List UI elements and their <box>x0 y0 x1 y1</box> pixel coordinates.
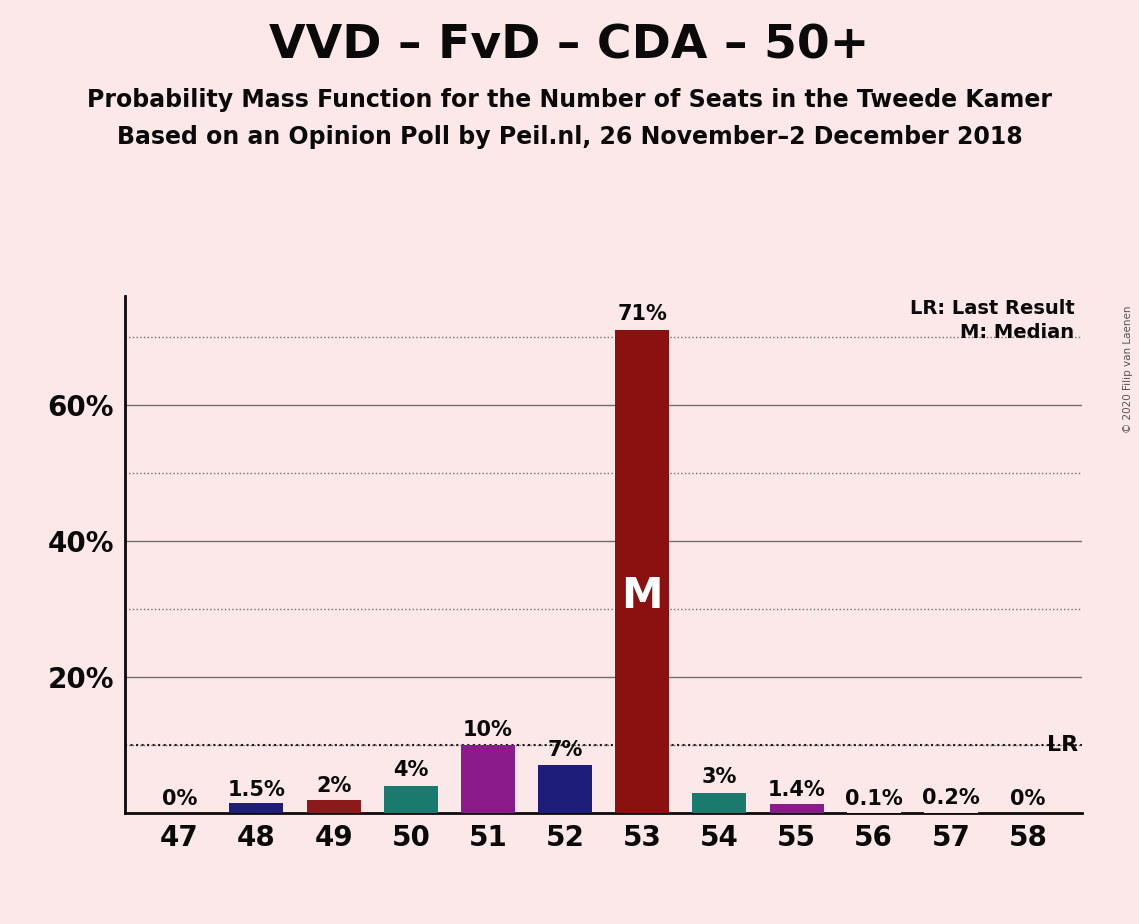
Bar <box>770 804 823 813</box>
Text: © 2020 Filip van Laenen: © 2020 Filip van Laenen <box>1123 306 1133 433</box>
Bar <box>384 786 437 813</box>
Text: 1.4%: 1.4% <box>768 780 826 800</box>
Text: 1.5%: 1.5% <box>228 780 286 799</box>
Text: 0%: 0% <box>1010 789 1046 809</box>
Text: 2%: 2% <box>316 776 351 796</box>
Bar <box>306 799 361 813</box>
Bar <box>229 803 284 813</box>
Text: 7%: 7% <box>548 740 583 760</box>
Text: 0%: 0% <box>162 789 197 809</box>
Text: M: M <box>622 575 663 616</box>
Text: 0.2%: 0.2% <box>921 788 980 808</box>
Bar <box>615 330 670 813</box>
Text: LR: Last Result: LR: Last Result <box>910 299 1074 318</box>
Text: LR: LR <box>1047 735 1079 755</box>
Bar <box>538 765 592 813</box>
Text: 71%: 71% <box>617 304 667 324</box>
Text: VVD – FvD – CDA – 50+: VVD – FvD – CDA – 50+ <box>269 23 870 68</box>
Text: Probability Mass Function for the Number of Seats in the Tweede Kamer: Probability Mass Function for the Number… <box>87 88 1052 112</box>
Bar <box>693 793 746 813</box>
Text: Based on an Opinion Poll by Peil.nl, 26 November–2 December 2018: Based on an Opinion Poll by Peil.nl, 26 … <box>116 125 1023 149</box>
Bar <box>461 745 515 813</box>
Text: 10%: 10% <box>462 720 513 739</box>
Text: 3%: 3% <box>702 767 737 787</box>
Bar <box>924 812 978 813</box>
Text: 4%: 4% <box>393 760 428 781</box>
Text: M: Median: M: Median <box>960 322 1074 342</box>
Text: 0.1%: 0.1% <box>845 789 902 809</box>
